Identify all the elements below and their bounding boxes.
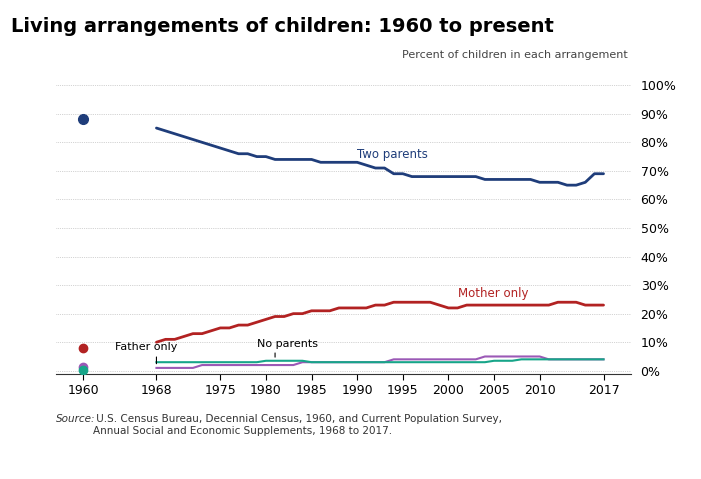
Text: Two parents: Two parents	[358, 148, 428, 161]
Text: U.S. Census Bureau, Decennial Census, 1960, and Current Population Survey,
Annua: U.S. Census Bureau, Decennial Census, 19…	[93, 414, 501, 436]
Text: Father only: Father only	[116, 342, 178, 352]
Text: No parents: No parents	[257, 339, 318, 349]
Text: Percent of children in each arrangement: Percent of children in each arrangement	[402, 50, 627, 60]
Text: Living arrangements of children: 1960 to present: Living arrangements of children: 1960 to…	[11, 17, 553, 36]
Text: Mother only: Mother only	[458, 287, 528, 300]
Text: Source:: Source:	[56, 414, 95, 424]
